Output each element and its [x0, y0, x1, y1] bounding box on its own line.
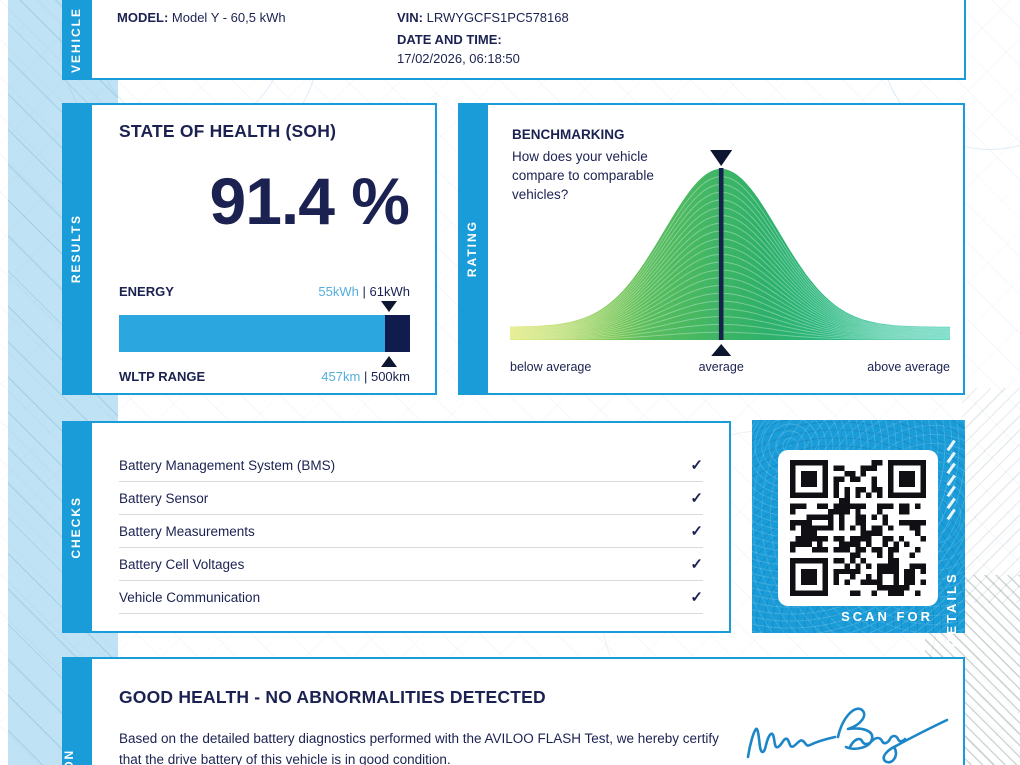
evaluation-title: GOOD HEALTH - NO ABNORMALITIES DETECTED — [119, 687, 546, 707]
check-row: Battery Cell Voltages ✓ — [119, 548, 703, 581]
checkmark-icon: ✓ — [690, 523, 703, 540]
triangle-up-icon — [711, 344, 732, 356]
vehicle-panel: MODEL: Model Y - 60,5 kWh VIN: LRWYGCFS1… — [90, 0, 966, 80]
datetime-value: 17/02/2026, 06:18:50 — [397, 51, 520, 66]
evaluation-body: Based on the detailed battery diagnostic… — [119, 731, 719, 765]
label-average: average — [698, 360, 744, 374]
wltp-label: WLTP RANGE — [119, 369, 206, 384]
model-value: Model Y - 60,5 kWh — [171, 10, 286, 25]
qr-code-frame — [778, 450, 938, 606]
checks-tab-label: CHECKS — [69, 495, 83, 559]
energy-bar-fill — [119, 315, 385, 352]
scan-for-label: SCAN FOR — [841, 609, 933, 624]
qr-panel: DETAILS SCAN FOR — [752, 420, 965, 647]
soh-panel: STATE OF HEALTH (SOH) 91.4 % ENERGY 55kW… — [90, 103, 437, 395]
triangle-down-icon — [710, 150, 733, 166]
datetime-label: DATE AND TIME: — [397, 32, 502, 47]
rating-panel: BENCHMARKING How does your vehicle compa… — [486, 103, 965, 395]
checkmark-icon: ✓ — [690, 490, 703, 507]
energy-separator: | — [362, 284, 366, 299]
rating-tab-label: RATING — [465, 220, 479, 278]
benchmark-marker-line — [718, 168, 724, 340]
evaluation-panel: GOOD HEALTH - NO ABNORMALITIES DETECTED … — [90, 657, 965, 765]
wltp-row: WLTP RANGE 457km | 500km — [119, 369, 410, 384]
energy-values: 55kWh | 61kWh — [318, 284, 410, 299]
triangle-down-icon — [380, 301, 397, 312]
label-above-average: above average — [867, 360, 950, 374]
chevron-marks-icon — [945, 439, 957, 520]
model-label: MODEL: — [117, 10, 169, 25]
results-tab-label: RESULTS — [69, 214, 83, 284]
soh-title: STATE OF HEALTH (SOH) — [119, 121, 337, 141]
energy-bar — [119, 315, 410, 352]
results-tab: RESULTS — [62, 103, 90, 395]
check-row: Battery Sensor ✓ — [119, 482, 703, 515]
datetime-value-row: 17/02/2026, 06:18:50 — [397, 51, 520, 66]
checks-panel: Battery Management System (BMS) ✓ Battery … — [90, 421, 731, 633]
decor-hatch-right — [962, 388, 1020, 603]
wltp-separator: | — [363, 369, 368, 384]
checkmark-icon: ✓ — [690, 556, 703, 573]
signature — [746, 707, 949, 764]
evaluation-tab: EVALUATION — [62, 657, 90, 765]
rating-tab: RATING — [458, 103, 486, 395]
check-row: Battery Management System (BMS) ✓ — [119, 449, 703, 482]
checkmark-icon: ✓ — [690, 457, 703, 474]
details-label: DETAILS — [944, 571, 959, 647]
energy-current: 55kWh — [318, 284, 359, 299]
energy-capacity: 61kWh — [369, 284, 410, 299]
model-row: MODEL: Model Y - 60,5 kWh — [117, 10, 286, 25]
wltp-capacity: 500km — [370, 369, 410, 384]
benchmark-chart — [510, 150, 950, 356]
soh-value: 91.4 % — [209, 164, 410, 238]
datetime-label-row: DATE AND TIME: — [397, 32, 502, 47]
label-below-average: below average — [510, 360, 592, 374]
check-label: Battery Cell Voltages — [119, 556, 245, 572]
check-label: Battery Management System (BMS) — [119, 457, 336, 473]
vin-row: VIN: LRWYGCFS1PC578168 — [397, 10, 569, 25]
triangle-up-icon — [380, 356, 397, 367]
check-row: Battery Measurements ✓ — [119, 515, 703, 548]
checkmark-icon: ✓ — [690, 589, 703, 606]
check-row: Vehicle Communication ✓ — [119, 581, 703, 614]
wltp-values: 457km | 500km — [321, 369, 410, 384]
benchmark-title: BENCHMARKING — [512, 127, 625, 142]
vin-value: LRWYGCFS1PC578168 — [426, 10, 569, 25]
check-label: Battery Measurements — [119, 523, 255, 539]
energy-label: ENERGY — [119, 284, 174, 299]
benchmark-subtitle: How does your vehicle compare to compara… — [512, 149, 654, 202]
vehicle-tab: VEHICLE — [62, 0, 90, 80]
check-label: Battery Sensor — [119, 490, 209, 506]
energy-row: ENERGY 55kWh | 61kWh — [119, 284, 410, 299]
qr-code-icon — [790, 460, 926, 596]
wltp-current: 457km — [321, 369, 361, 384]
benchmark-axis-labels: below average average above average — [510, 360, 950, 376]
checks-tab: CHECKS — [62, 421, 90, 633]
vin-label: VIN: — [397, 10, 423, 25]
vehicle-tab-label: VEHICLE — [69, 6, 83, 73]
check-label: Vehicle Communication — [119, 589, 261, 605]
evaluation-tab-label: EVALUATION — [62, 685, 90, 765]
